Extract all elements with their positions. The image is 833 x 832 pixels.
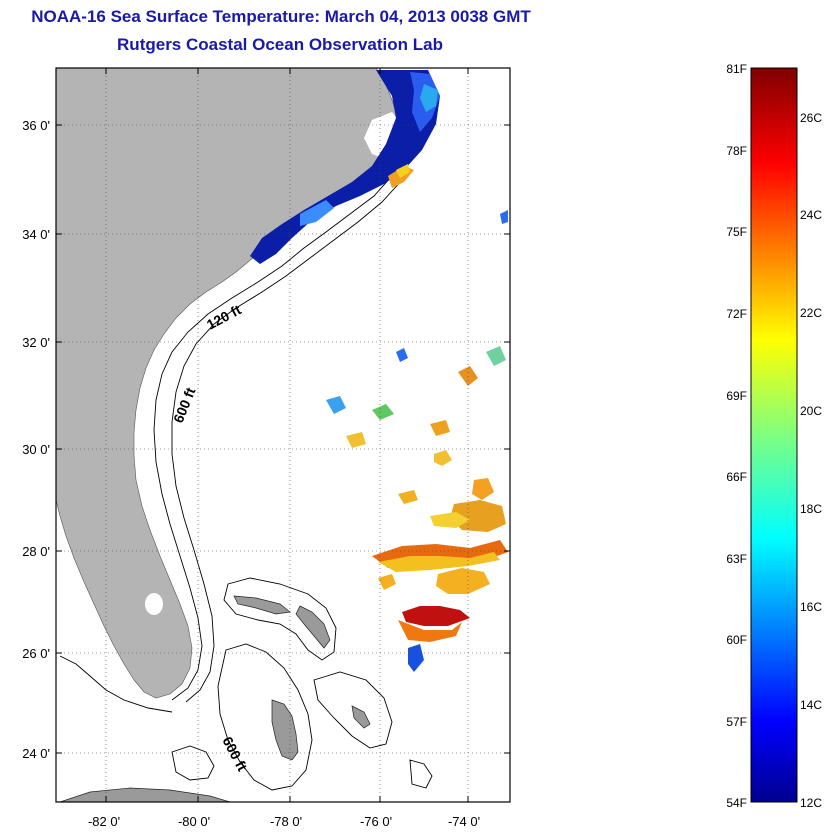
- lon-label-82: -82 0': [88, 814, 120, 829]
- lat-labels: 36 0' 34 0' 32 0' 30 0' 28 0' 26 0' 24 0…: [22, 118, 50, 761]
- contour-cay-sal: [171, 745, 215, 781]
- bathymetry-contours: [59, 119, 433, 791]
- cb-f-72: 72F: [726, 307, 747, 321]
- cb-f-63: 63F: [726, 552, 747, 566]
- lat-label-36: 36 0': [22, 118, 50, 133]
- lon-label-80: -80 0': [178, 814, 210, 829]
- cb-f-81: 81F: [726, 62, 747, 76]
- contour-bahamas-bank: [217, 643, 313, 791]
- cb-f-75: 75F: [726, 225, 747, 239]
- cb-c-24: 24C: [800, 208, 822, 222]
- lat-label-24: 24 0': [22, 746, 50, 761]
- land-andros: [271, 699, 299, 761]
- contour-bahamas-outer: [223, 577, 337, 661]
- colorbar-gradient: [750, 67, 798, 803]
- lon-label-74: -74 0': [448, 814, 480, 829]
- colorbar: 81F 78F 75F 72F 69F 66F 63F 60F 57F 54F …: [726, 62, 822, 810]
- map-area: [56, 68, 510, 802]
- lat-label-30: 30 0': [22, 442, 50, 457]
- map-subtitle: Rutgers Coastal Ocean Observation Lab: [117, 35, 443, 54]
- colorbar-f-labels: 81F 78F 75F 72F 69F 66F 63F 60F 57F 54F: [726, 62, 747, 810]
- sst-coastal-band: [250, 70, 440, 264]
- contour-120ft: [153, 125, 411, 701]
- lat-label-34: 34 0': [22, 227, 50, 242]
- lat-label-32: 32 0': [22, 335, 50, 350]
- cb-c-14: 14C: [800, 698, 822, 712]
- lon-label-76: -76 0': [360, 814, 392, 829]
- cb-c-12: 12C: [800, 796, 822, 810]
- cb-f-57: 57F: [726, 715, 747, 729]
- land-great-abaco: [295, 605, 331, 649]
- map-frame: [55, 67, 511, 803]
- sst-offshore-patches: [326, 210, 508, 672]
- contour-exuma: [313, 671, 393, 749]
- lat-label-28: 28 0': [22, 544, 50, 559]
- map-tick-marks: [56, 68, 510, 802]
- land-eleuthera: [351, 705, 371, 729]
- map-title: NOAA-16 Sea Surface Temperature: March 0…: [31, 7, 531, 26]
- lon-label-78: -78 0': [270, 814, 302, 829]
- lon-labels: -82 0' -80 0' -78 0' -76 0' -74 0': [88, 814, 480, 829]
- cb-f-78: 78F: [726, 144, 747, 158]
- land-cuba-edge: [59, 787, 231, 802]
- lake-okeechobee: [145, 593, 163, 615]
- cb-c-20: 20C: [800, 404, 822, 418]
- cb-c-22: 22C: [800, 306, 822, 320]
- contour-south-edge: [409, 759, 433, 789]
- cb-c-18: 18C: [800, 502, 822, 516]
- cb-f-69: 69F: [726, 389, 747, 403]
- contour-keys: [59, 655, 173, 713]
- land-grand-bahama: [233, 595, 291, 615]
- colorbar-c-labels: 26C 24C 22C 20C 18C 16C 14C 12C: [800, 111, 822, 810]
- cb-f-54: 54F: [726, 796, 747, 810]
- cb-f-60: 60F: [726, 633, 747, 647]
- cb-f-66: 66F: [726, 470, 747, 484]
- lat-label-26: 26 0': [22, 646, 50, 661]
- cb-c-16: 16C: [800, 600, 822, 614]
- sst-map: 120 ft 600 ft 600 ft 36 0' 34 0' 32 0' 3…: [22, 67, 511, 829]
- contour-600ft: [171, 119, 421, 703]
- cb-c-26: 26C: [800, 111, 822, 125]
